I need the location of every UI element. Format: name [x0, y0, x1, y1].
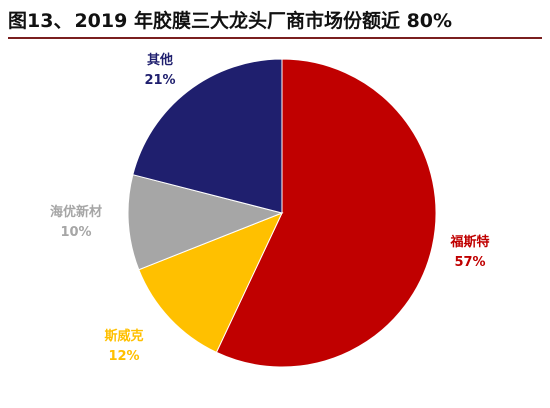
slice-value-label-haiyou: 10% [60, 225, 91, 240]
pie-slice-other [132, 58, 283, 214]
slice-name-label-other: 其他 [147, 52, 173, 68]
slice-value-label-siweike: 12% [108, 349, 139, 364]
pie-slice-siweike [138, 212, 283, 354]
figure-number: 图13、 [8, 10, 73, 32]
title-underline [8, 37, 542, 39]
slice-value-label-fosite: 57% [454, 255, 485, 270]
pie-slice-fosite [215, 58, 437, 368]
slice-name-label-fosite: 福斯特 [449, 234, 489, 250]
pie-slice-haiyou [127, 174, 284, 271]
slice-name-label-siweike: 斯威克 [104, 328, 143, 344]
chart-title: 图13、 2019 年胶膜三大龙头厂商市场份额近 80% [8, 6, 548, 33]
slice-name-label-haiyou: 海优新材 [50, 204, 102, 220]
slice-value-label-other: 21% [144, 73, 175, 88]
title-text: 2019 年胶膜三大龙头厂商市场份额近 80% [74, 10, 453, 32]
